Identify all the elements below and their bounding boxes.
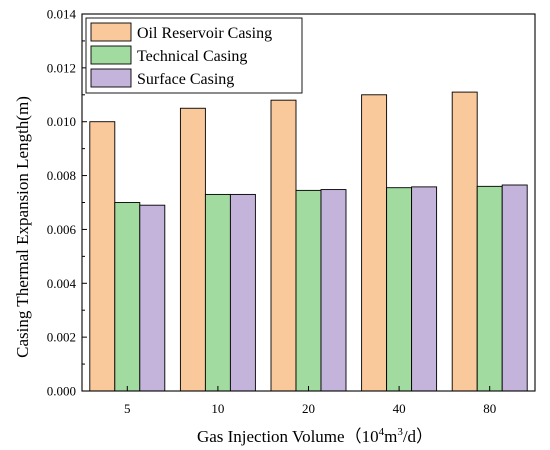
bar-3-80 — [501, 184, 528, 392]
y-axis-title: Casing Thermal Expansion Length(m) — [13, 96, 32, 358]
y-tick-label: 0.006 — [47, 222, 77, 237]
bar-1-10 — [179, 107, 206, 392]
legend-swatch-3 — [90, 68, 132, 88]
x-axis-title-mid: m — [384, 427, 397, 446]
legend-swatch-2 — [90, 45, 132, 65]
legend: Oil Reservoir Casing Technical Casing Surf… — [85, 17, 303, 94]
x-axis-title-sup1: 4 — [379, 426, 385, 438]
bar-1-80 — [451, 91, 478, 392]
bar-2-20 — [295, 189, 322, 392]
bars-group — [89, 91, 528, 392]
bar-1-5 — [89, 121, 116, 392]
ticks-group: 0.000 0.002 0.004 0.006 0.008 0.010 0.012 0.014… — [47, 7, 496, 417]
bar-1-20 — [270, 99, 297, 392]
bar-2-10 — [204, 193, 231, 392]
bar-3-20 — [320, 189, 347, 392]
x-tick-label: 10 — [211, 401, 224, 416]
bar-3-10 — [229, 193, 256, 392]
y-tick-label: 0.002 — [47, 330, 76, 345]
legend-label-1: Oil Reservoir Casing — [137, 25, 272, 42]
legend-label-3: Surface Casing — [137, 71, 234, 88]
x-tick-label: 80 — [483, 401, 496, 416]
bar-1-40 — [361, 94, 388, 392]
legend-swatch-1 — [90, 22, 132, 42]
x-axis-title-prefix: Gas Injection Volume（10 — [197, 427, 379, 446]
x-tick-label: 5 — [124, 401, 131, 416]
y-tick-label: 0.010 — [47, 114, 76, 129]
bar-2-5 — [114, 202, 141, 392]
x-axis-title-suffix: /d） — [403, 427, 433, 446]
x-tick-label: 20 — [302, 401, 315, 416]
bar-2-80 — [476, 185, 503, 392]
y-tick-label: 0.012 — [47, 60, 76, 75]
x-axis-title: Gas Injection Volume（104m3/d） — [197, 426, 433, 446]
bar-2-40 — [386, 187, 413, 392]
x-tick-label: 40 — [393, 401, 406, 416]
bar-3-40 — [411, 186, 438, 392]
y-tick-label: 0.000 — [47, 384, 76, 399]
y-tick-label: 0.014 — [47, 7, 77, 22]
y-tick-label: 0.008 — [47, 168, 76, 183]
legend-label-2: Technical Casing — [137, 48, 247, 65]
y-tick-label: 0.004 — [47, 276, 77, 291]
bar-3-5 — [139, 204, 166, 392]
x-axis-title-sup2: 3 — [397, 426, 403, 438]
